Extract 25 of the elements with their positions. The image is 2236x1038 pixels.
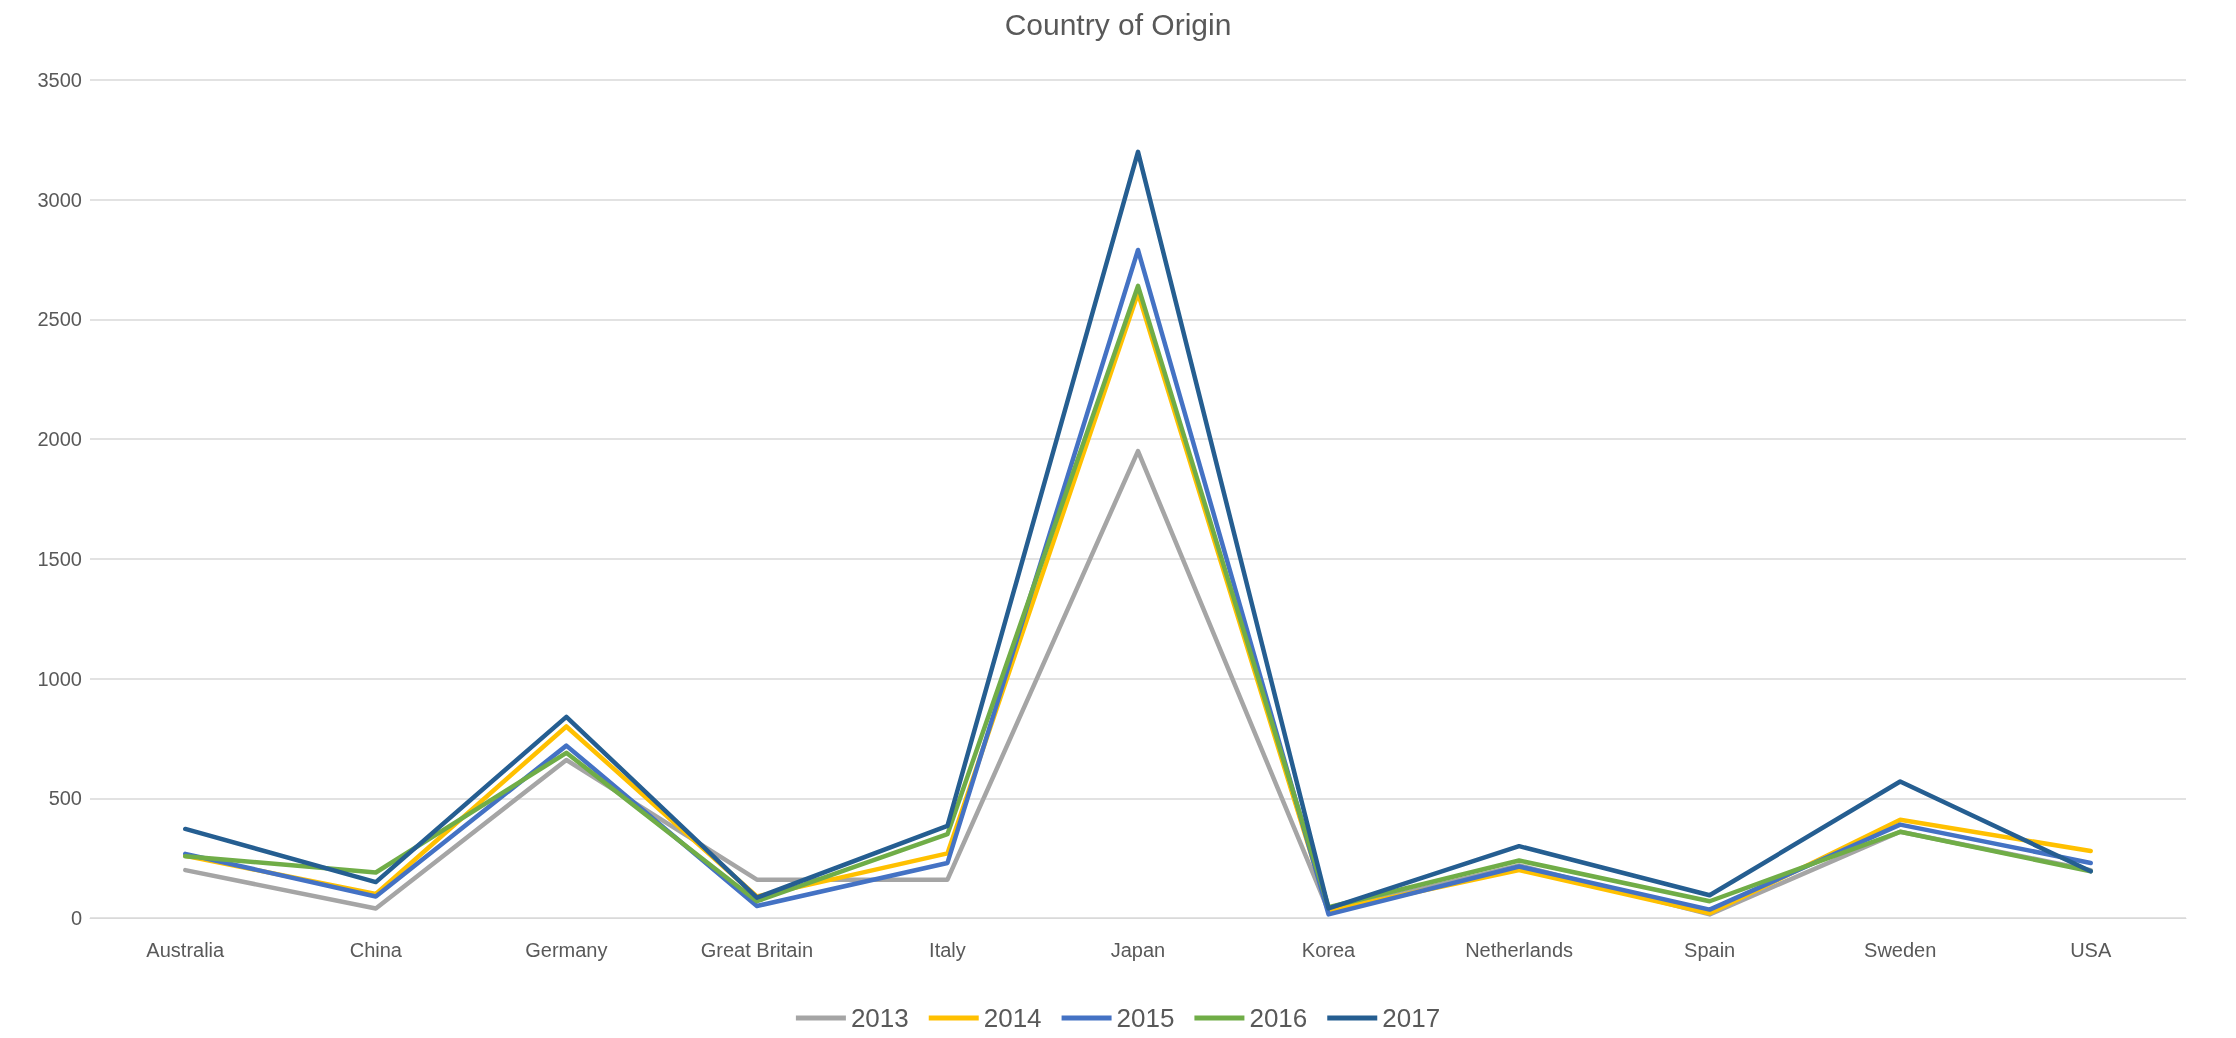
x-tick-label: Germany: [525, 939, 608, 961]
legend-label: 2016: [1249, 1003, 1308, 1033]
legend-label: 2014: [983, 1003, 1042, 1033]
y-tick-label: 1500: [37, 547, 82, 570]
x-tick-label: Korea: [1301, 939, 1357, 961]
y-tick-label: 3500: [37, 69, 82, 91]
legend-label: 2013: [850, 1003, 909, 1033]
x-tick-label: Italy: [929, 939, 966, 961]
y-tick-label: 2000: [37, 428, 82, 451]
chart-title: Country of Origin: [1004, 7, 1232, 41]
x-tick-label: Great Britain: [700, 939, 814, 961]
y-tick-label: 0: [70, 907, 82, 929]
y-tick-label: 500: [48, 787, 82, 810]
legend-label: 2015: [1116, 1003, 1175, 1033]
y-tick-label: 3000: [37, 188, 82, 211]
x-tick-label: China: [349, 939, 403, 961]
x-tick-label: USA: [2070, 939, 2112, 961]
x-tick-label: Spain: [1684, 939, 1736, 961]
x-tick-label: Australia: [146, 939, 226, 961]
legend-label: 2017: [1382, 1003, 1441, 1033]
x-tick-label: Japan: [1110, 939, 1166, 961]
y-tick-label: 1000: [37, 667, 82, 690]
x-tick-label: Sweden: [1864, 939, 1937, 961]
y-tick-label: 2500: [37, 308, 82, 331]
x-tick-label: Netherlands: [1465, 939, 1574, 961]
